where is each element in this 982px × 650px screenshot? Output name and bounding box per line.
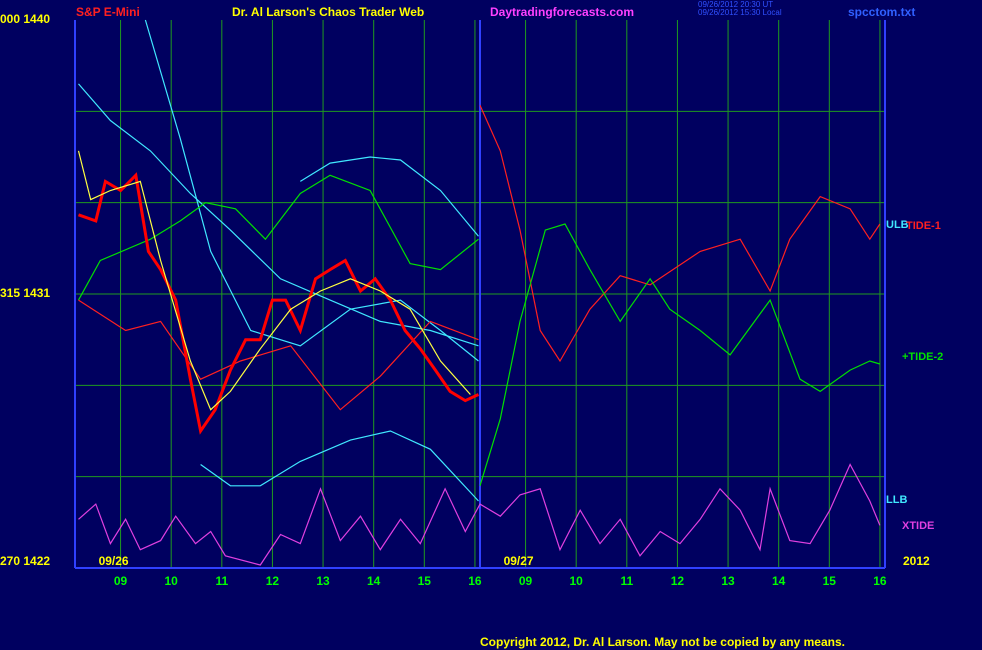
series-line bbox=[77, 174, 479, 301]
x-tick-label: 14 bbox=[367, 574, 381, 588]
series-line bbox=[77, 150, 471, 411]
series-line bbox=[78, 83, 479, 347]
series-line bbox=[479, 104, 881, 363]
series-line bbox=[78, 463, 881, 566]
series-line bbox=[78, 172, 480, 435]
series-line bbox=[299, 156, 479, 237]
x-tick-label: 15 bbox=[418, 574, 432, 588]
x-tick-label: 10 bbox=[165, 574, 179, 588]
site: Daytradingforecasts.com bbox=[490, 5, 634, 19]
y-tick-label: 315 1431 bbox=[0, 286, 50, 300]
file-name: spcctom.txt bbox=[848, 5, 915, 19]
series-line bbox=[200, 430, 479, 502]
x-tick-label: 14 bbox=[772, 574, 786, 588]
date-label: 09/27 bbox=[504, 554, 534, 568]
x-tick-label: 13 bbox=[316, 574, 330, 588]
x-tick-label: 09 bbox=[519, 574, 533, 588]
copyright: Copyright 2012, Dr. Al Larson. May not b… bbox=[480, 635, 845, 649]
y-tick-label: 000 1440 bbox=[0, 12, 50, 26]
legend-label: LLB bbox=[886, 494, 907, 506]
y-tick-label: 270 1422 bbox=[0, 554, 50, 568]
x-tick-label: 16 bbox=[873, 574, 887, 588]
series-line bbox=[78, 299, 479, 411]
series-line bbox=[479, 223, 881, 486]
timestamp: 09/26/2012 15:30 Local bbox=[698, 8, 782, 17]
x-tick-label: 12 bbox=[671, 574, 685, 588]
year: 2012 bbox=[903, 554, 930, 568]
x-tick-label: 16 bbox=[468, 574, 482, 588]
x-tick-label: 11 bbox=[620, 574, 633, 588]
symbol: S&P E-Mini bbox=[76, 5, 140, 19]
series-line bbox=[144, 19, 479, 362]
legend-label: TIDE-1 bbox=[906, 220, 941, 232]
legend-label: XTIDE bbox=[902, 520, 934, 532]
x-tick-label: 09 bbox=[114, 574, 128, 588]
timestamp: 09/26/2012 20:30 UT bbox=[698, 0, 773, 9]
legend-label: +TIDE-2 bbox=[902, 351, 943, 363]
date-label: 09/26 bbox=[99, 554, 129, 568]
x-tick-label: 15 bbox=[823, 574, 837, 588]
legend-label: ULB bbox=[886, 219, 909, 231]
x-tick-label: 13 bbox=[721, 574, 735, 588]
x-tick-label: 11 bbox=[215, 574, 228, 588]
chart-title: Dr. Al Larson's Chaos Trader Web bbox=[232, 5, 424, 19]
x-tick-label: 10 bbox=[570, 574, 584, 588]
x-tick-label: 12 bbox=[266, 574, 280, 588]
